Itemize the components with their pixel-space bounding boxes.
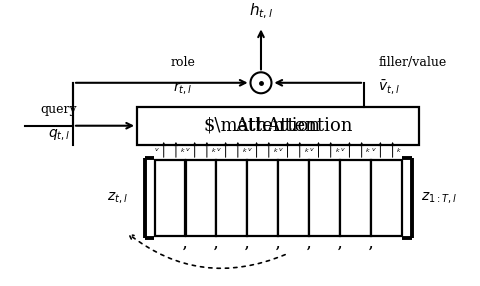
Text: ,: , — [245, 237, 250, 250]
Text: ,: , — [338, 237, 342, 250]
Text: $k$: $k$ — [241, 146, 248, 154]
FancyArrowPatch shape — [129, 235, 285, 268]
Bar — [340, 160, 371, 237]
Text: ,: , — [307, 237, 312, 250]
Text: $\mathAttention: $\mathAttention — [204, 117, 353, 135]
Text: $k$: $k$ — [396, 146, 402, 154]
Text: $\bar{v}_{t,l}$: $\bar{v}_{t,l}$ — [378, 79, 400, 96]
Text: $v$: $v$ — [154, 146, 160, 153]
Text: Attention: Attention — [236, 117, 321, 135]
Text: filler/value: filler/value — [378, 56, 446, 69]
Text: $v$: $v$ — [278, 146, 284, 153]
Bar — [309, 160, 340, 237]
Text: $k$: $k$ — [211, 146, 216, 154]
Text: $\mathit{h}_{t,l}$: $\mathit{h}_{t,l}$ — [249, 1, 273, 21]
Text: ,: , — [214, 237, 218, 250]
Text: $v$: $v$ — [340, 146, 346, 153]
Text: query: query — [40, 103, 77, 116]
Bar — [278, 160, 309, 237]
Text: $v$: $v$ — [185, 146, 191, 153]
Bar — [247, 160, 278, 237]
Text: ,: , — [276, 237, 280, 250]
Text: $\mathit{r}_{t,l}$: $\mathit{r}_{t,l}$ — [173, 80, 192, 96]
Text: $k$: $k$ — [365, 146, 372, 154]
Text: $\mathit{z}_{t,l}$: $\mathit{z}_{t,l}$ — [107, 191, 127, 206]
Text: $k$: $k$ — [180, 146, 186, 154]
Text: $k$: $k$ — [335, 146, 340, 154]
Circle shape — [251, 72, 272, 93]
Text: $k$: $k$ — [303, 146, 310, 154]
Text: $k$: $k$ — [273, 146, 278, 154]
Text: role: role — [170, 56, 195, 69]
Text: ,: , — [369, 237, 373, 250]
Text: $v$: $v$ — [309, 146, 315, 153]
Text: $v$: $v$ — [216, 146, 222, 153]
Bar — [216, 160, 247, 237]
Bar — [137, 107, 420, 145]
Text: $v$: $v$ — [247, 146, 253, 153]
Text: $\mathit{q}_{t,l}$: $\mathit{q}_{t,l}$ — [48, 128, 70, 143]
Text: $v$: $v$ — [371, 146, 377, 153]
Bar — [155, 160, 185, 237]
Bar — [185, 160, 216, 237]
Text: $\mathit{z}_{1:T,l}$: $\mathit{z}_{1:T,l}$ — [421, 191, 457, 206]
Text: ,: , — [183, 237, 188, 250]
Bar — [371, 160, 402, 237]
